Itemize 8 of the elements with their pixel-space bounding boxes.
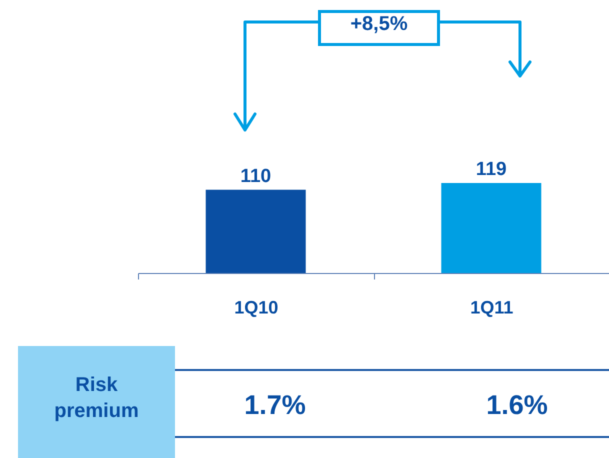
text: 1.7% — [243, 390, 307, 421]
text: 1.6% — [485, 390, 549, 421]
data-label: 119 — [476, 159, 507, 180]
x-tick-label: 1Q11 — [470, 298, 514, 318]
data-label: 110 — [240, 166, 272, 187]
x-tick-label: 1Q10 — [234, 298, 278, 318]
text: Risk premium — [53, 373, 140, 424]
text: +8,5% — [349, 13, 409, 36]
